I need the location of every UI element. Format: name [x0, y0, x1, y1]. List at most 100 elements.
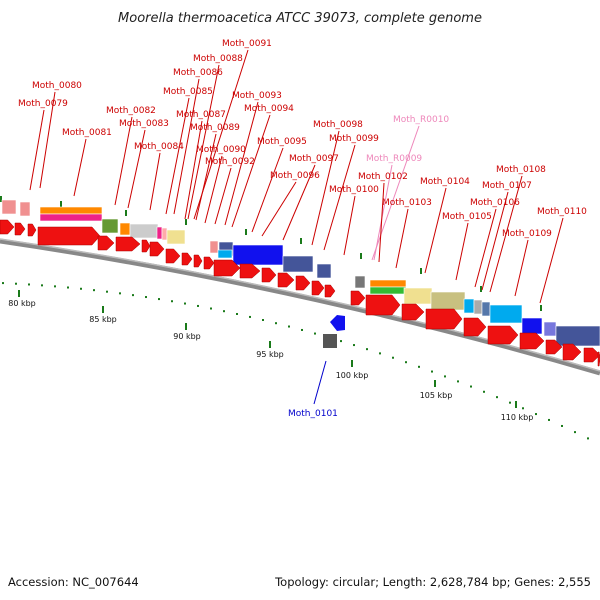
leader-line — [261, 181, 297, 237]
leader-line — [311, 130, 340, 246]
scale-dot — [145, 296, 147, 299]
track-dash — [245, 229, 247, 235]
scale-dot — [418, 365, 420, 368]
feature-block — [354, 275, 366, 289]
gene-label: Moth_0105 — [442, 212, 492, 222]
gene-label: Moth_R0009 — [366, 154, 422, 164]
forward-gene-arrow — [115, 236, 141, 252]
leader-line — [489, 175, 523, 293]
leader-line — [373, 164, 393, 261]
gene-label: Moth_0104 — [420, 177, 470, 187]
scale-dot — [28, 283, 30, 286]
gene-label: Moth_0108 — [496, 165, 546, 175]
feature-block — [39, 213, 103, 222]
leader-line — [395, 208, 409, 269]
scale-dot — [431, 370, 433, 373]
forward-gene-arrow — [213, 259, 241, 277]
gene-label: Moth_0087 — [176, 110, 226, 120]
track-dash — [540, 305, 542, 311]
gene-label: Moth_0100 — [329, 185, 379, 195]
scale-dot — [80, 287, 82, 290]
feature-block — [481, 301, 491, 317]
scale-dot — [522, 407, 524, 410]
leader-line — [204, 155, 223, 224]
scale-dot — [470, 385, 472, 388]
scale-dot — [483, 390, 485, 393]
map-title: Moorella thermoacetica ATCC 39073, compl… — [118, 11, 482, 26]
gene-label: Moth_0082 — [106, 106, 156, 116]
forward-gene-arrow — [463, 317, 487, 337]
scale-dot — [496, 396, 498, 399]
forward-gene-arrow — [203, 256, 215, 270]
leader-line — [514, 239, 529, 297]
gene-label: Moth_0090 — [196, 145, 246, 155]
forward-gene-arrow — [37, 226, 101, 246]
scale-tick — [351, 360, 353, 367]
scale-dot — [236, 312, 238, 315]
feature-block — [403, 287, 433, 305]
scale-dot — [210, 307, 212, 310]
forward-gene-arrow — [14, 222, 26, 236]
leader-line — [378, 182, 385, 263]
backbone-highlight — [0, 238, 600, 372]
gene-label: Moth_0101 — [288, 409, 338, 419]
leader-line — [173, 78, 200, 215]
forward-gene-arrow — [277, 272, 295, 288]
leader-line — [323, 144, 356, 251]
forward-gene-arrow — [365, 294, 401, 316]
leader-line — [455, 222, 469, 281]
gene-label: Moth_0084 — [134, 142, 184, 152]
scale-ticks: 80 kbp 85 kbp 90 kbp 95 kbp 100 kbp 105 kbp 11… — [0, 196, 589, 440]
forward-gene-arrow — [401, 303, 425, 321]
scale-dot — [54, 285, 56, 288]
scale-tick-label: 110 kbp — [501, 413, 534, 422]
feature-block — [369, 286, 407, 295]
feature-tracks — [0, 199, 600, 367]
scale-tick — [185, 323, 187, 330]
forward-gene-arrow — [324, 284, 336, 298]
scale-dot — [132, 294, 134, 297]
feature-block — [473, 299, 483, 315]
feature-block — [1, 199, 17, 215]
leader-line — [282, 164, 316, 241]
leader-line — [39, 91, 56, 189]
gene-label: Moth_0091 — [222, 39, 272, 49]
feature-block — [161, 227, 168, 241]
forward-gene-arrow — [295, 275, 311, 291]
gene-label: Moth_0095 — [257, 137, 307, 147]
leader-line — [343, 195, 356, 256]
gene-label: Moth_0110 — [537, 207, 587, 217]
track-dash — [0, 196, 2, 202]
forward-gene-arrow — [583, 347, 600, 363]
scale-dot — [561, 424, 563, 427]
leader-line — [193, 49, 249, 220]
feature-block — [39, 206, 103, 215]
forward-gene-arrow — [239, 263, 261, 279]
leader-line — [224, 101, 259, 226]
leader-line — [127, 129, 146, 209]
leader-line — [251, 147, 284, 233]
leader-line — [73, 138, 87, 197]
feature-block — [156, 226, 163, 240]
gene-label: Moth_0083 — [119, 119, 169, 129]
feature-block — [369, 279, 407, 288]
gene-label: Moth_0089 — [190, 123, 240, 133]
reverse-gene-arrow — [330, 315, 345, 331]
genome-backbone — [0, 238, 600, 376]
forward-gene-arrow — [0, 219, 15, 235]
scale-dot — [288, 325, 290, 328]
scale-dot — [2, 282, 4, 285]
genome-summary: Topology: circular; Length: 2,628,784 bp… — [274, 575, 591, 589]
leader-line — [149, 152, 161, 211]
scale-dot — [444, 375, 446, 378]
scale-dot — [405, 361, 407, 364]
scale-dot — [548, 418, 550, 421]
leader-line — [165, 97, 190, 215]
feature-block — [232, 244, 284, 266]
leader-line — [474, 208, 497, 288]
scale-dot — [171, 300, 173, 303]
scale-dot — [275, 322, 277, 325]
scale-tick — [269, 341, 271, 348]
feature-block — [209, 240, 219, 254]
